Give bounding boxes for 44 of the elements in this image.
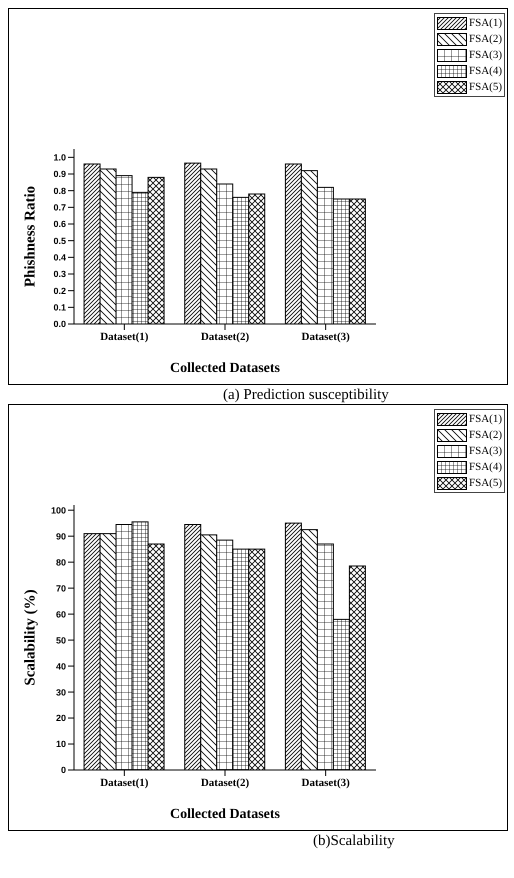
y-tick-label: 1.0 [53, 152, 66, 163]
y-tick-label: 20 [56, 713, 66, 724]
y-tick-label: 80 [56, 557, 66, 568]
legend-label: FSA(5) [468, 477, 502, 489]
y-tick-label: 40 [56, 661, 66, 672]
legend-label: FSA(2) [468, 429, 502, 441]
x-tick-label: Dataset(2) [200, 330, 250, 343]
x-tick-label: Dataset(1) [100, 330, 149, 343]
y-tick-label: 0 [60, 765, 66, 776]
x-tick-label: Dataset(1) [100, 776, 149, 789]
x-tick-label: Dataset(3) [302, 776, 350, 789]
y-axis-title: Phishness Ratio [22, 186, 38, 288]
legend-label: FSA(3) [468, 445, 502, 457]
y-tick-label: 0.9 [53, 169, 66, 180]
legend-label: FSA(1) [468, 17, 502, 29]
y-tick-label: 70 [56, 583, 66, 594]
y-tick-label: 10 [56, 739, 66, 750]
y-tick-label: 0.8 [53, 186, 66, 196]
legend-label: FSA(2) [468, 33, 502, 45]
y-tick-label: 60 [56, 609, 66, 620]
y-axis-title: Scalability (%) [22, 589, 38, 686]
x-tick-label: Dataset(3) [302, 330, 350, 343]
y-tick-label: 0.5 [53, 236, 66, 246]
text: (a) Prediction susceptibility [222, 387, 390, 404]
legend-label: FSA(4) [468, 65, 502, 77]
y-tick-label: 50 [56, 635, 66, 646]
y-tick-label: 0.6 [53, 219, 66, 230]
x-tick-label: Dataset(2) [200, 776, 250, 789]
legend-label: FSA(1) [468, 413, 502, 425]
y-tick-label: 90 [56, 531, 66, 542]
legend-label: FSA(5) [468, 81, 502, 93]
y-tick-label: 0.3 [53, 269, 66, 280]
x-axis-title: Collected Datasets [170, 361, 281, 376]
x-axis-title: Collected Datasets [170, 807, 281, 822]
y-tick-label: 0.0 [53, 319, 66, 330]
y-tick-label: 0.4 [53, 252, 66, 263]
legend-label: FSA(3) [468, 49, 502, 61]
text: (b)Scalability [312, 833, 396, 850]
y-tick-label: 0.2 [53, 286, 66, 296]
y-tick-label: 100 [50, 505, 66, 516]
y-tick-label: 30 [56, 687, 66, 698]
y-tick-label: 0.1 [53, 302, 66, 313]
y-tick-label: 0.7 [53, 202, 66, 213]
legend-label: FSA(4) [468, 461, 502, 473]
